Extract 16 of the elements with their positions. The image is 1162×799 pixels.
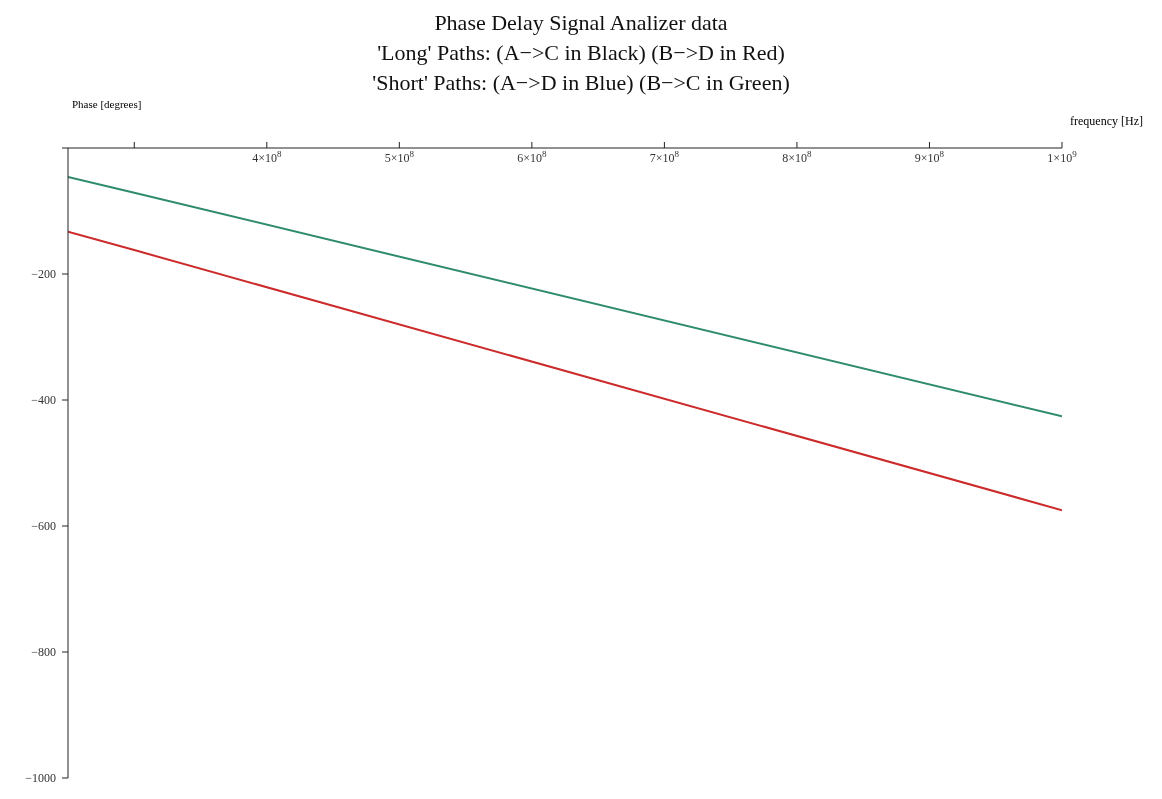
y-tick-label: −600 <box>31 519 56 533</box>
x-tick-label: 9×10$^{8}$ <box>914 149 945 165</box>
y-tick-label: −800 <box>31 645 56 659</box>
y-axis-title: Phase [degrees] <box>72 98 142 110</box>
y-tick-label: −1000 <box>25 771 56 785</box>
x-tick-label: 4×10$^{8}$ <box>252 149 282 165</box>
x-tick-label: 1×10$^{9}$ <box>1047 149 1078 165</box>
x-tick-label: 8×10$^{8}$ <box>782 149 813 165</box>
x-tick-label: 7×10$^{8}$ <box>649 149 680 165</box>
y-tick-label: −400 <box>31 393 56 407</box>
x-axis-title: frequency [Hz] <box>1070 114 1143 129</box>
chart-subtitle: 'Long' Paths: (A−>C in Black) (B−>D in Red) 'Short' Paths: (A−>D in Blue) (B−>C in Green) <box>371 39 791 97</box>
x-tick-label: 6×10$^{8}$ <box>517 149 548 165</box>
y-tick-label: −200 <box>31 267 56 281</box>
x-tick-label: 5×10$^{8}$ <box>384 149 415 165</box>
chart-title: Phase Delay Signal Analizer data <box>433 9 729 37</box>
